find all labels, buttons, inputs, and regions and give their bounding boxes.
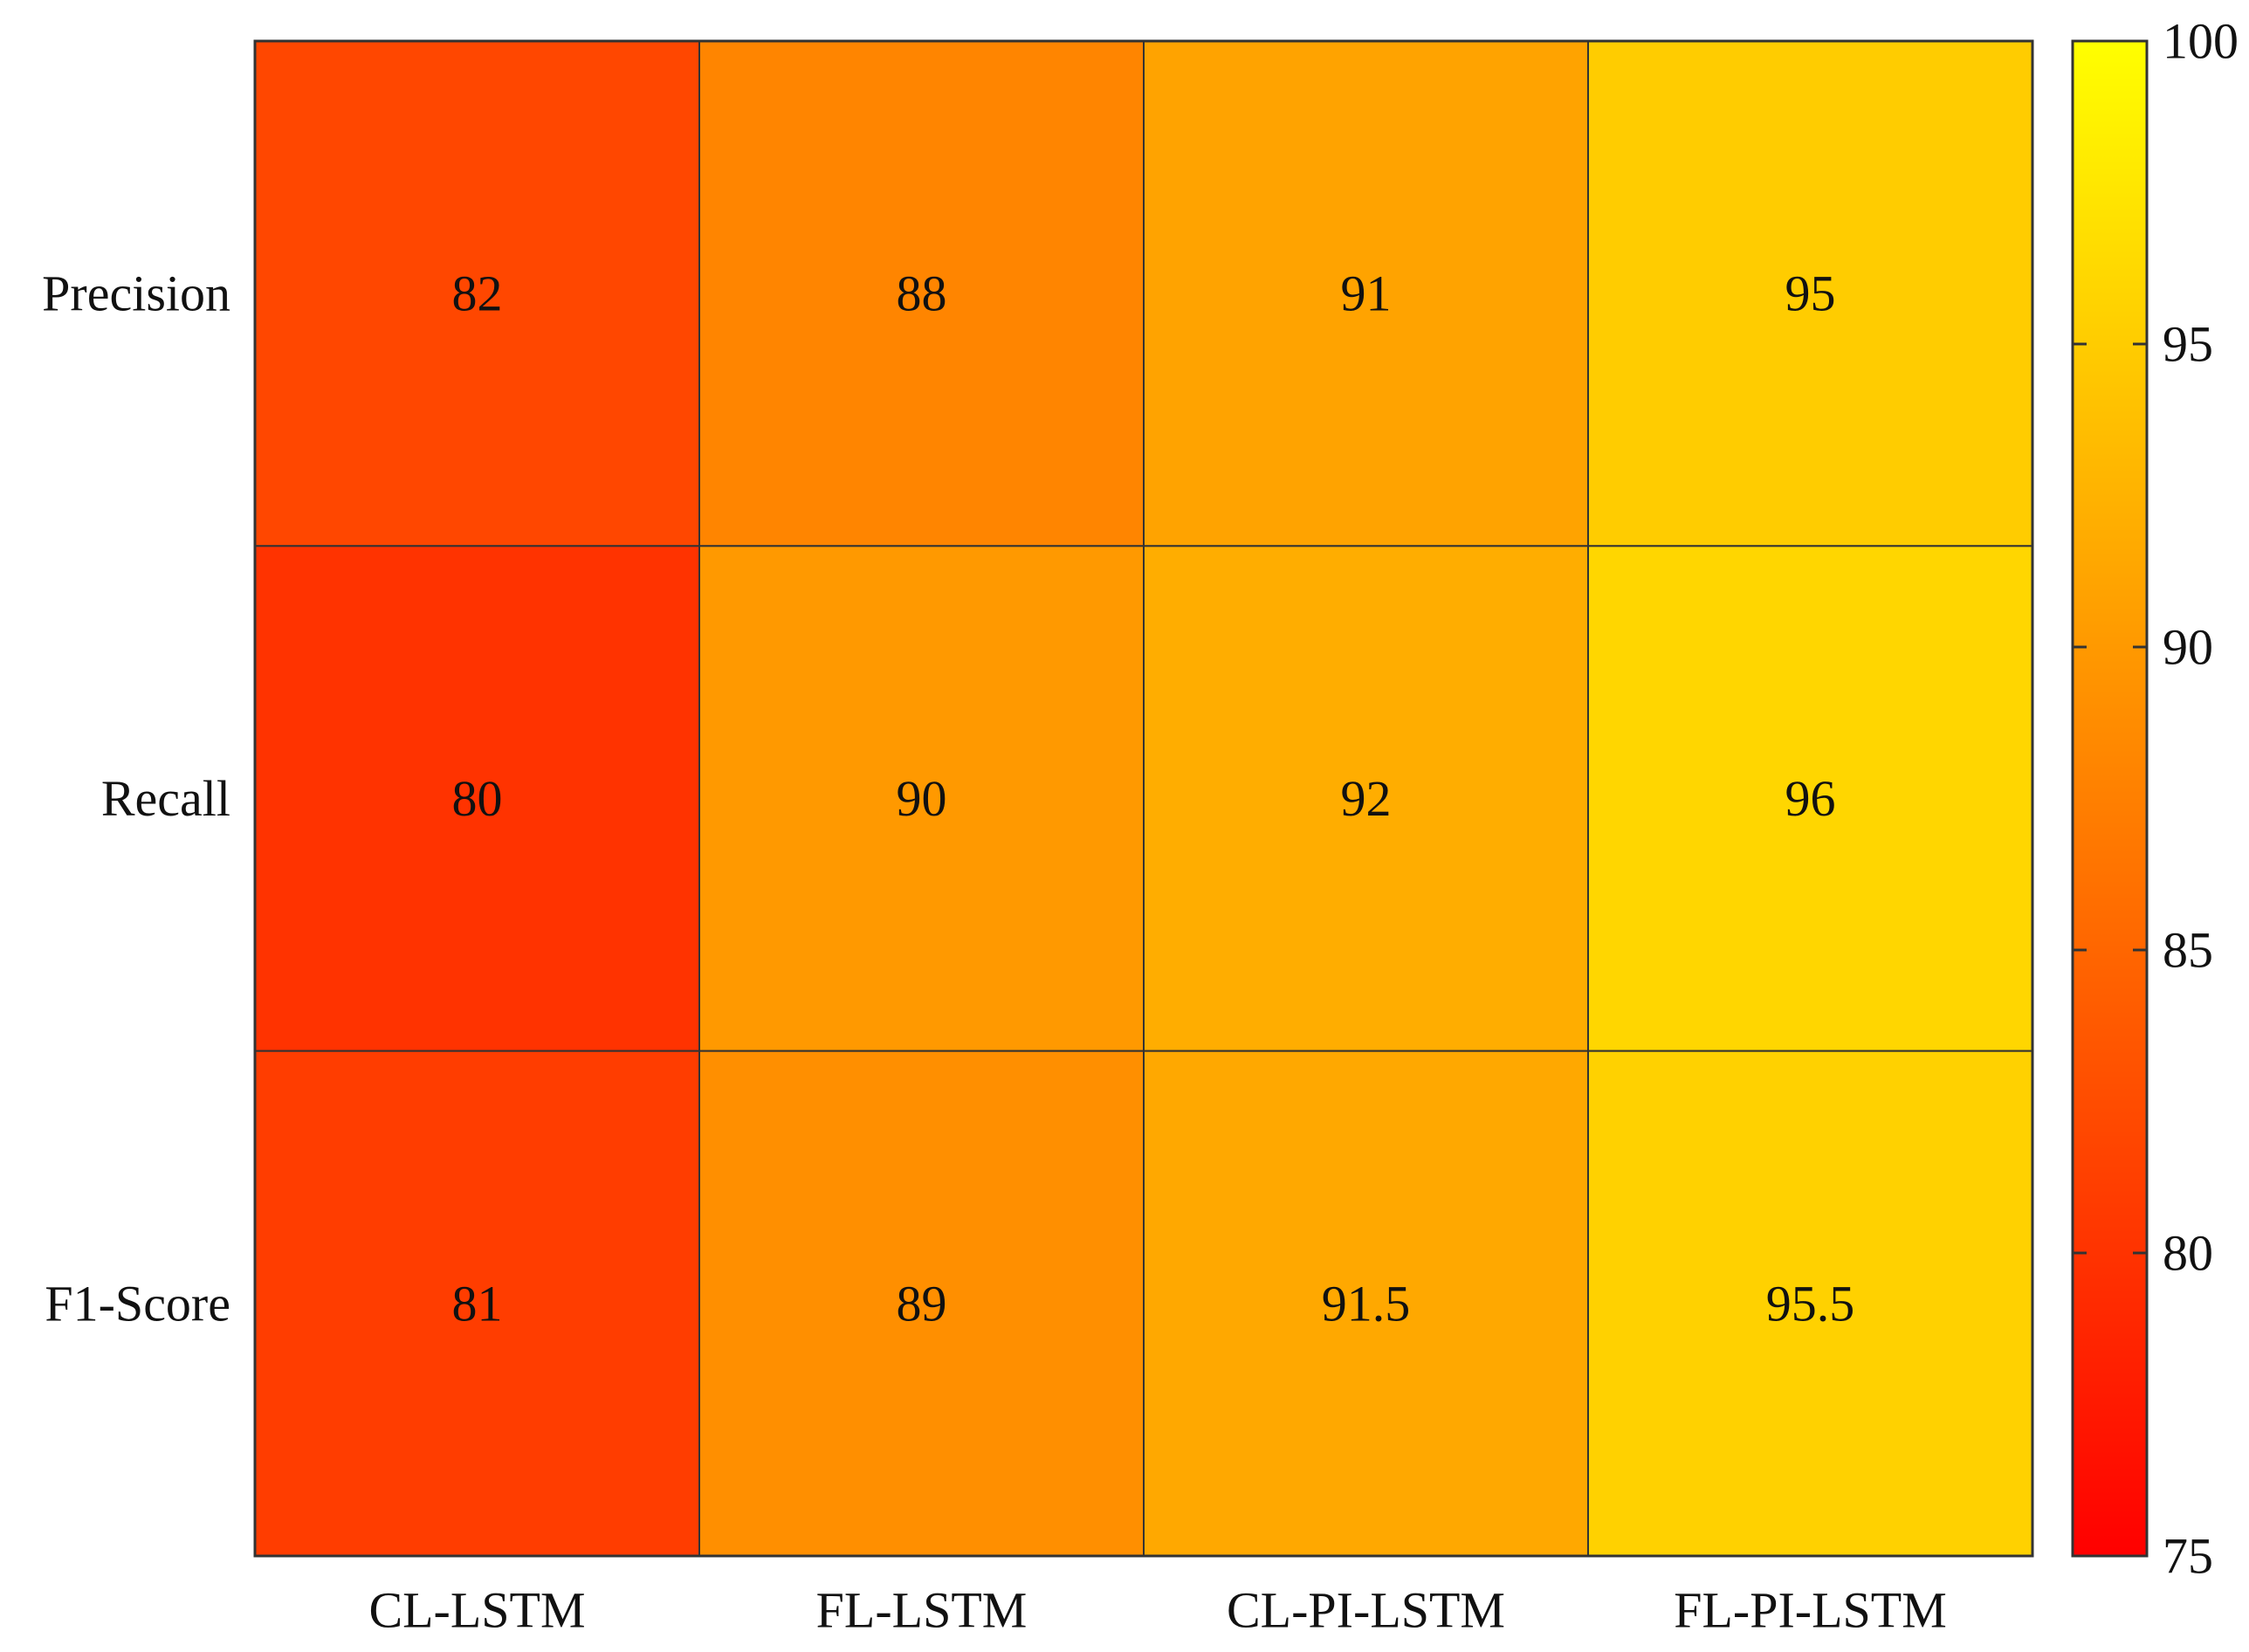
heatmap-cell-1-0 — [254, 545, 700, 1052]
y-axis: Precision Recall F1-Score — [42, 265, 230, 1332]
colorbar-tick-label-5: 100 — [2163, 13, 2239, 70]
heatmap-cell-2-3 — [1587, 1050, 2033, 1557]
cell-value-label-0-2: 91 — [1341, 265, 1392, 322]
heatmap-cell-2-1 — [698, 1050, 1145, 1557]
y-tick-label-2: F1-Score — [45, 1275, 230, 1332]
colorbar-tick-label-3: 90 — [2163, 619, 2213, 676]
heatmap-cell-labels: 82 88 91 95 80 90 92 96 81 89 91.5 95.5 — [452, 265, 1855, 1332]
heatmap-cell-1-1 — [698, 545, 1145, 1052]
cell-value-label-1-0: 80 — [452, 770, 503, 827]
x-axis: CL-LSTM FL-LSTM CL-PI-LSTM FL-PI-LSTM — [368, 1582, 1946, 1639]
cell-value-label-1-2: 92 — [1341, 770, 1392, 827]
heatmap-cell-0-3 — [1587, 40, 2033, 547]
x-tick-label-1: FL-LSTM — [816, 1582, 1028, 1639]
colorbar-tick-label-4: 95 — [2163, 316, 2213, 373]
cell-value-label-2-2: 91.5 — [1322, 1275, 1411, 1332]
y-tick-label-1: Recall — [101, 770, 230, 827]
heatmap-cells — [253, 39, 2034, 1558]
cell-value-label-1-1: 90 — [897, 770, 947, 827]
x-tick-label-3: FL-PI-LSTM — [1674, 1582, 1947, 1639]
heatmap-cell-1-3 — [1587, 545, 2033, 1052]
cell-value-label-0-0: 82 — [452, 265, 503, 322]
cell-value-label-2-3: 95.5 — [1766, 1275, 1855, 1332]
plot-border — [253, 39, 2034, 1558]
y-tick-label-0: Precision — [42, 265, 230, 322]
cell-value-label-2-1: 89 — [897, 1275, 947, 1332]
cell-value-label-1-3: 96 — [1785, 770, 1836, 827]
colorbar-tick-label-2: 85 — [2163, 922, 2213, 979]
x-tick-label-2: CL-PI-LSTM — [1227, 1582, 1505, 1639]
cell-value-label-2-0: 81 — [452, 1275, 503, 1332]
colorbar-gradient — [2071, 39, 2149, 1558]
heatmap-cell-0-0 — [254, 40, 700, 547]
colorbar-tick-label-1: 80 — [2163, 1225, 2213, 1282]
heatmap-cell-0-1 — [698, 40, 1145, 547]
heatmap-cell-1-2 — [1143, 545, 1589, 1052]
cell-value-label-0-1: 88 — [897, 265, 947, 322]
colorbar: 75 80 85 90 95 100 — [2071, 13, 2239, 1585]
colorbar-tick-label-0: 75 — [2163, 1528, 2213, 1585]
x-tick-label-0: CL-LSTM — [368, 1582, 585, 1639]
cell-value-label-0-3: 95 — [1785, 265, 1836, 322]
